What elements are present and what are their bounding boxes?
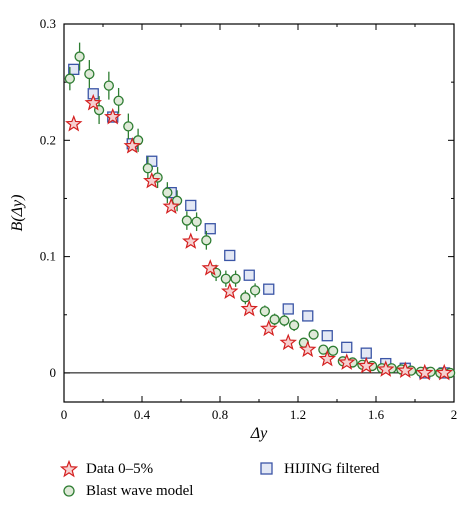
star-marker-icon xyxy=(60,460,78,478)
blast-wave-point xyxy=(113,95,124,106)
hijing-point xyxy=(224,249,236,262)
blast-wave-point xyxy=(240,292,251,303)
x-tick-label: 0 xyxy=(61,407,68,422)
hijing-point xyxy=(68,63,80,76)
data-point xyxy=(416,363,434,381)
y-tick-label: 0.3 xyxy=(40,16,56,31)
blast-wave-point xyxy=(259,306,271,317)
legend-label-data: Data 0–5% xyxy=(86,460,154,477)
x-tick-label: 1.2 xyxy=(290,407,306,422)
hijing-point xyxy=(321,330,333,342)
data-point xyxy=(318,349,336,367)
y-tick-label: 0.1 xyxy=(40,249,56,264)
data-point xyxy=(357,356,375,374)
data-point xyxy=(377,360,395,377)
data-point xyxy=(240,299,258,317)
circle-marker-icon xyxy=(63,485,75,497)
blast-wave-point xyxy=(162,187,173,198)
x-axis-label: Δy xyxy=(250,425,268,442)
blast-wave-point xyxy=(123,121,134,132)
blast-wave-point xyxy=(84,68,95,80)
blast-wave-point xyxy=(191,216,202,227)
x-tick-label: 0.8 xyxy=(212,407,228,422)
data-point xyxy=(104,107,122,125)
hijing-point xyxy=(302,310,314,322)
x-tick-label: 2 xyxy=(451,407,458,422)
blast-wave-point xyxy=(327,345,339,356)
y-tick-label: 0 xyxy=(50,365,57,380)
data-point xyxy=(396,361,414,379)
data-point xyxy=(123,136,141,154)
square-marker-icon xyxy=(260,462,273,475)
data-point xyxy=(162,197,180,215)
data-point xyxy=(65,114,83,132)
blast-wave-point xyxy=(308,329,319,340)
x-tick-label: 0.4 xyxy=(134,407,151,422)
blast-wave-point xyxy=(181,215,193,226)
blast-wave-point xyxy=(64,73,75,84)
hijing-point xyxy=(263,283,275,295)
blast-wave-point xyxy=(74,51,85,62)
hijing-point xyxy=(204,223,216,235)
legend-label-hijing: HIJING filtered xyxy=(284,460,380,477)
legend-label-blast-wave: Blast wave model xyxy=(86,482,194,499)
blast-wave-point xyxy=(288,320,300,331)
legend-item-blast-wave: Blast wave model xyxy=(60,482,193,500)
y-axis-label: B(Δy) xyxy=(9,195,26,232)
x-tick-label: 1.6 xyxy=(368,407,385,422)
data-point xyxy=(143,171,161,189)
data-point xyxy=(260,319,278,337)
hijing-point xyxy=(341,341,353,353)
blast-wave-point xyxy=(279,315,290,326)
blast-wave-point xyxy=(220,273,232,284)
data-point xyxy=(338,353,356,370)
data-point xyxy=(221,282,239,299)
blast-wave-point xyxy=(142,163,154,174)
y-tick-label: 0.2 xyxy=(40,132,56,147)
data-point xyxy=(84,93,102,111)
hijing-point xyxy=(282,303,294,315)
hijing-point xyxy=(243,269,255,281)
plot-frame xyxy=(63,23,455,403)
blast-wave-point xyxy=(201,235,212,246)
legend-item-hijing: HIJING filtered xyxy=(258,460,379,478)
blast-wave-point xyxy=(230,273,241,284)
data-point xyxy=(182,232,200,249)
blast-wave-point xyxy=(269,314,280,325)
data-point xyxy=(279,333,297,351)
legend-item-data: Data 0–5% xyxy=(60,460,153,478)
blast-wave-point xyxy=(103,80,114,91)
hijing-point xyxy=(360,347,372,359)
data-point xyxy=(201,259,219,276)
hijing-point xyxy=(185,199,197,212)
data-point xyxy=(299,340,317,358)
data-point xyxy=(435,363,453,381)
blast-wave-point xyxy=(318,344,329,355)
blast-wave-point xyxy=(249,285,261,296)
